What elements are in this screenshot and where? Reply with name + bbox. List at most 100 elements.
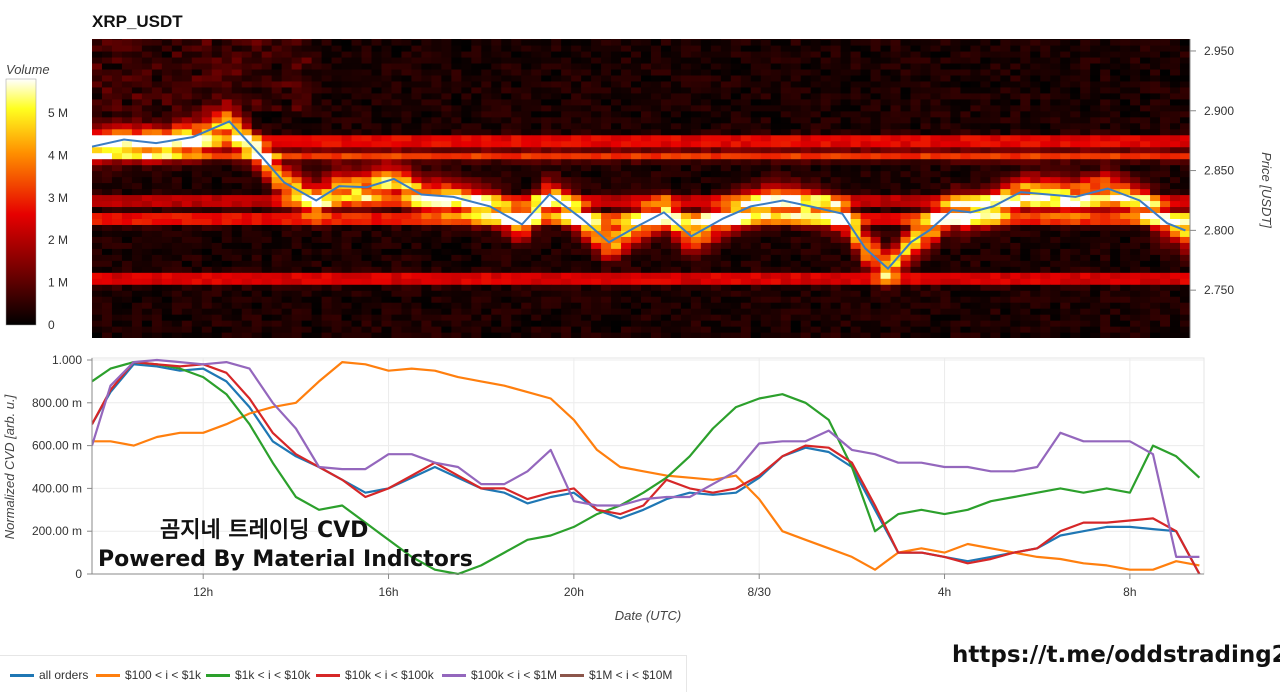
heatmap-cell (481, 50, 492, 58)
heatmap-cell (1050, 140, 1061, 148)
heatmap-cell (1000, 140, 1011, 148)
heatmap-cell (381, 260, 393, 267)
heatmap-cell (171, 176, 183, 184)
heatmap-cell (311, 164, 323, 172)
heatmap-cell (810, 39, 822, 46)
heatmap-cell (301, 260, 313, 267)
heatmap-cell (631, 68, 642, 76)
heatmap-cell (241, 224, 253, 231)
heatmap-cell (191, 80, 203, 88)
heatmap-cell (730, 284, 742, 291)
heatmap-cell (361, 170, 373, 178)
heatmap-cell (121, 200, 133, 208)
heatmap-cell (341, 326, 353, 333)
heatmap-cell (461, 134, 472, 142)
heatmap-cell (141, 50, 153, 58)
heatmap-cell (980, 98, 991, 106)
heatmap-cell (1010, 278, 1021, 285)
heatmap-cell (281, 92, 293, 100)
heatmap-cell (92, 284, 103, 291)
heatmap-cell (361, 224, 373, 231)
heatmap-cell (1060, 182, 1071, 190)
heatmap-cell (680, 80, 692, 88)
heatmap-cell (431, 56, 442, 64)
heatmap-cell (1000, 236, 1011, 243)
heatmap-cell (980, 176, 991, 184)
heatmap-cell (940, 194, 952, 202)
heatmap-cell (840, 332, 852, 338)
heatmap-cell (710, 146, 722, 154)
heatmap-cell (311, 332, 323, 338)
heatmap-cell (181, 50, 193, 58)
heatmap-cell (830, 68, 842, 76)
heatmap-cell (670, 56, 682, 64)
heatmap-cell (611, 260, 622, 267)
heatmap-cell (231, 80, 243, 88)
heatmap-cell (641, 272, 652, 279)
heatmap-cell (531, 332, 542, 338)
heatmap-cell (800, 146, 812, 154)
heatmap-cell (521, 212, 532, 219)
heatmap-cell (351, 182, 363, 190)
heatmap-cell (351, 122, 363, 130)
heatmap-cell (591, 39, 602, 46)
heatmap-cell (690, 116, 702, 124)
heatmap-cell (720, 74, 732, 82)
heatmap-cell (441, 320, 452, 327)
heatmap-cell (870, 134, 882, 142)
heatmap-cell (920, 314, 932, 321)
heatmap-cell (601, 188, 612, 196)
heatmap-cell (650, 50, 662, 58)
heatmap-cell (631, 98, 642, 106)
heatmap-cell (670, 122, 682, 130)
heatmap-cell (231, 158, 243, 166)
heatmap-cell (571, 302, 582, 309)
heatmap-cell (511, 92, 522, 100)
heatmap-cell (1040, 80, 1051, 88)
heatmap-cell (141, 164, 153, 172)
heatmap-cell (331, 200, 343, 208)
heatmap-cell (950, 146, 962, 154)
heatmap-cell (940, 254, 952, 261)
heatmap-cell (870, 290, 882, 297)
heatmap-cell (750, 50, 762, 58)
heatmap-cell (820, 56, 832, 64)
heatmap-cell (780, 260, 792, 267)
heatmap-cell (890, 44, 902, 52)
heatmap-cell (391, 320, 403, 327)
heatmap-cell (740, 62, 752, 70)
heatmap-cell (241, 272, 253, 279)
heatmap-cell (720, 260, 732, 267)
heatmap-cell (840, 74, 852, 82)
heatmap-cell (361, 44, 373, 52)
heatmap-cell (131, 50, 143, 58)
heatmap-cell (680, 74, 692, 82)
heatmap-cell (531, 290, 542, 297)
heatmap-cell (451, 62, 462, 70)
heatmap-cell (591, 170, 602, 178)
heatmap-cell (860, 290, 872, 297)
heatmap-cell (591, 212, 602, 219)
heatmap-cell (291, 92, 303, 100)
heatmap-cell (870, 62, 882, 70)
heatmap-cell (221, 314, 233, 321)
heatmap-cell (910, 254, 922, 261)
heatmap-cell (541, 104, 552, 112)
heatmap-cell (531, 152, 542, 160)
heatmap-cell (990, 164, 1001, 172)
heatmap-cell (1040, 284, 1051, 291)
heatmap-cell (760, 164, 772, 172)
heatmap-cell (211, 188, 223, 196)
heatmap-cell (950, 152, 962, 160)
heatmap-cell (221, 152, 233, 160)
heatmap-cell (581, 92, 592, 100)
heatmap-cell (660, 224, 672, 231)
heatmap-cell (1050, 206, 1061, 214)
heatmap-cell (201, 92, 213, 100)
heatmap-cell (541, 248, 552, 255)
heatmap-cell (830, 320, 842, 327)
heatmap-cell (331, 176, 343, 184)
heatmap-cell (810, 188, 822, 196)
heatmap-cell (840, 230, 852, 237)
heatmap-cell (690, 212, 702, 219)
